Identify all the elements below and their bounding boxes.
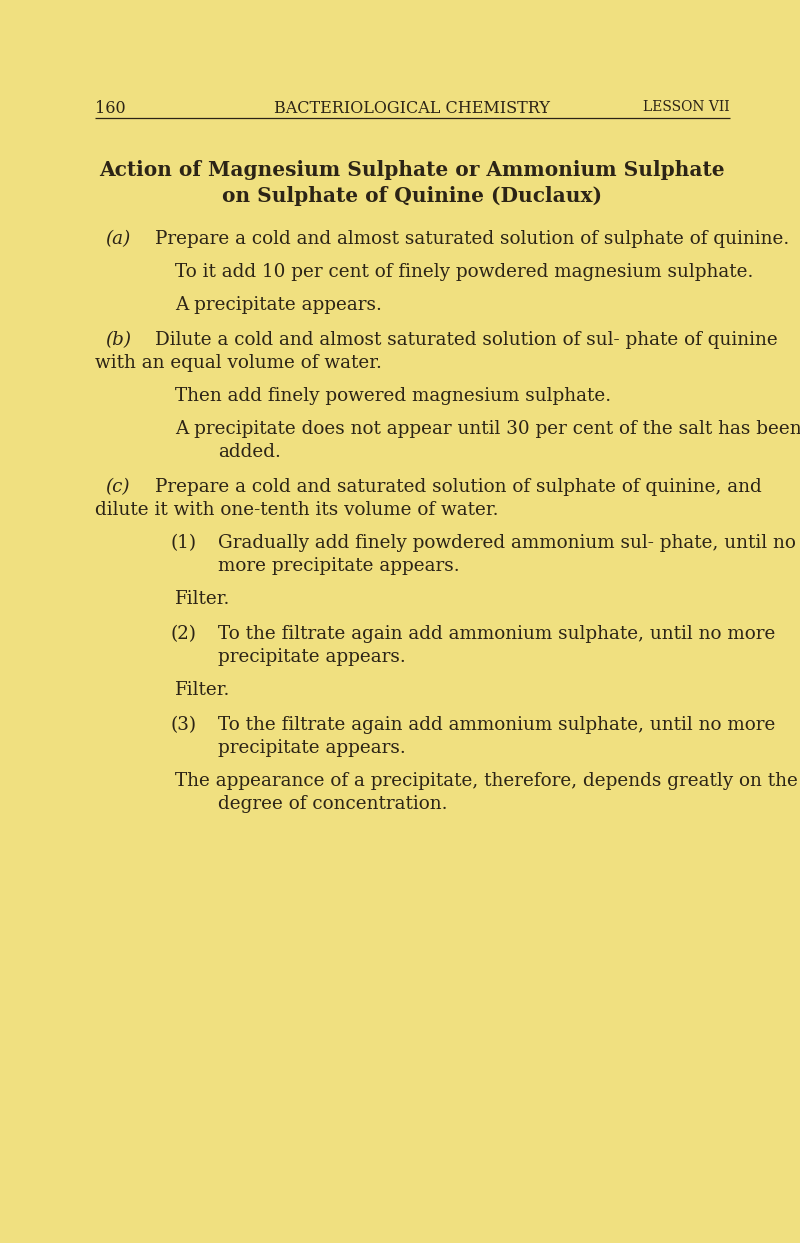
Text: Prepare a cold and saturated solution of sulphate of quinine, and: Prepare a cold and saturated solution of… bbox=[155, 479, 762, 496]
Text: Dilute a cold and almost saturated solution of sul- phate of quinine: Dilute a cold and almost saturated solut… bbox=[155, 331, 778, 349]
Text: (c): (c) bbox=[105, 479, 130, 496]
Text: Gradually add finely powdered ammonium sul- phate, until no: Gradually add finely powdered ammonium s… bbox=[218, 534, 796, 552]
Text: degree of concentration.: degree of concentration. bbox=[218, 796, 447, 813]
Text: (2): (2) bbox=[170, 625, 196, 643]
Text: more precipitate appears.: more precipitate appears. bbox=[218, 557, 460, 576]
Text: A precipitate appears.: A precipitate appears. bbox=[175, 296, 382, 314]
Text: (b): (b) bbox=[105, 331, 131, 349]
Text: (3): (3) bbox=[170, 716, 196, 735]
Text: dilute it with one-tenth its volume of water.: dilute it with one-tenth its volume of w… bbox=[95, 501, 498, 520]
Text: (a): (a) bbox=[105, 230, 130, 249]
Text: Then add finely powered magnesium sulphate.: Then add finely powered magnesium sulpha… bbox=[175, 387, 611, 405]
Text: (1): (1) bbox=[170, 534, 196, 552]
Text: To it add 10 per cent of finely powdered magnesium sulphate.: To it add 10 per cent of finely powdered… bbox=[175, 264, 754, 281]
Text: Prepare a cold and almost saturated solution of sulphate of quinine.: Prepare a cold and almost saturated solu… bbox=[155, 230, 790, 249]
Text: precipitate appears.: precipitate appears. bbox=[218, 740, 406, 757]
Text: To the filtrate again add ammonium sulphate, until no more: To the filtrate again add ammonium sulph… bbox=[218, 625, 775, 643]
Text: on Sulphate of Quinine (Duclaux): on Sulphate of Quinine (Duclaux) bbox=[222, 186, 602, 206]
Text: Action of Magnesium Sulphate or Ammonium Sulphate: Action of Magnesium Sulphate or Ammonium… bbox=[99, 160, 725, 180]
Text: A precipitate does not appear until 30 per cent of the salt has been: A precipitate does not appear until 30 p… bbox=[175, 420, 800, 438]
Text: To the filtrate again add ammonium sulphate, until no more: To the filtrate again add ammonium sulph… bbox=[218, 716, 775, 735]
Text: precipitate appears.: precipitate appears. bbox=[218, 648, 406, 666]
Text: with an equal volume of water.: with an equal volume of water. bbox=[95, 354, 382, 372]
Text: Filter.: Filter. bbox=[175, 681, 230, 699]
Text: BACTERIOLOGICAL CHEMISTRY: BACTERIOLOGICAL CHEMISTRY bbox=[274, 99, 550, 117]
Text: 160: 160 bbox=[95, 99, 126, 117]
Text: Filter.: Filter. bbox=[175, 590, 230, 608]
Text: LESSON VII: LESSON VII bbox=[643, 99, 730, 114]
Text: added.: added. bbox=[218, 443, 281, 461]
Text: The appearance of a precipitate, therefore, depends greatly on the: The appearance of a precipitate, therefo… bbox=[175, 772, 798, 791]
